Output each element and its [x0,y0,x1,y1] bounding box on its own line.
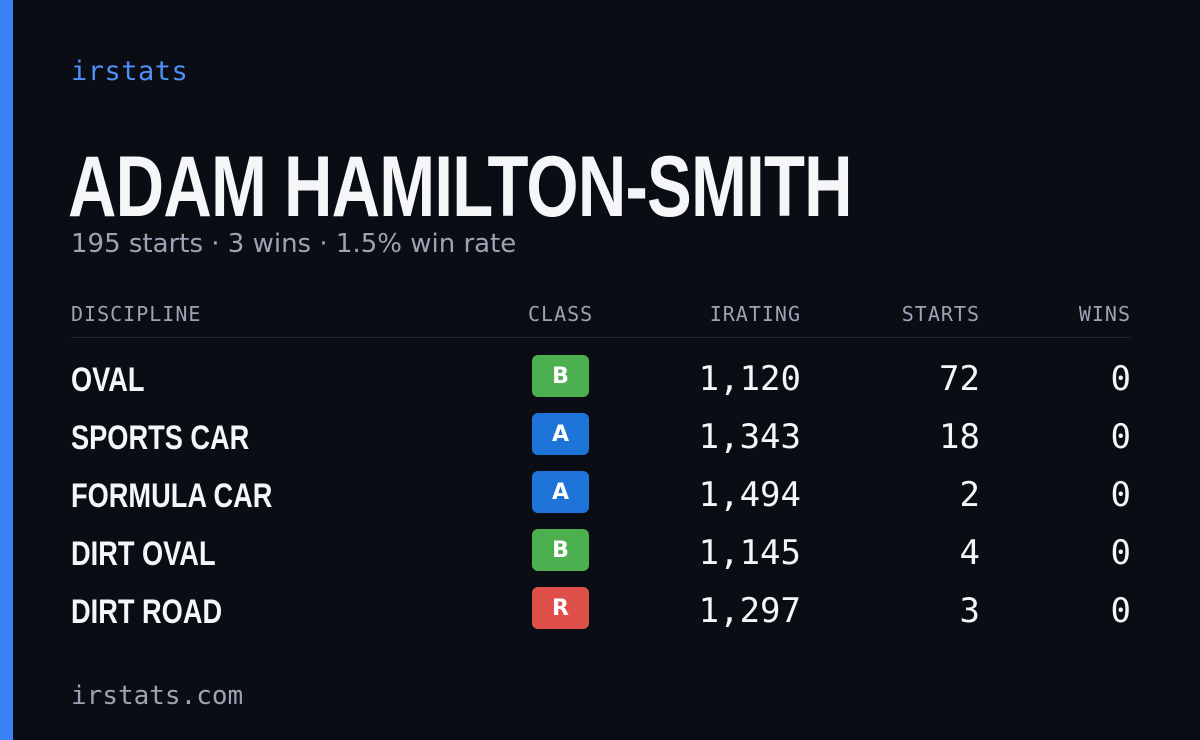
table-row: DIRT OVAL B 1,145 4 0 [71,529,1131,587]
brand-logo[interactable]: irstats [71,56,189,87]
table-row: OVAL B 1,120 72 0 [71,355,1131,413]
header-discipline: DISCIPLINE [71,302,202,326]
irating-value: 1,494 [698,475,801,515]
discipline-label: FORMULA CAR [71,477,273,515]
driver-name: ADAM HAMILTON-SMITH [68,139,853,235]
table-header: DISCIPLINE CLASS IRATING STARTS WINS [71,300,1131,338]
discipline-label: DIRT OVAL [71,535,216,573]
class-badge: B [532,355,589,397]
wins-value: 0 [1110,475,1131,515]
irating-value: 1,343 [698,417,801,457]
header-irating: IRATING [709,302,801,326]
class-badge: A [532,413,589,455]
starts-value: 18 [939,417,980,457]
wins-value: 0 [1110,417,1131,457]
discipline-table: DISCIPLINE CLASS IRATING STARTS WINS OVA… [71,300,1131,645]
wins-value: 0 [1110,533,1131,573]
class-badge: R [532,587,589,629]
table-row: SPORTS CAR A 1,343 18 0 [71,413,1131,471]
irating-value: 1,297 [698,591,801,631]
class-badge: A [532,471,589,513]
starts-value: 4 [959,533,980,573]
table-body: OVAL B 1,120 72 0 SPORTS CAR A 1,343 18 … [71,355,1131,645]
starts-value: 72 [939,359,980,399]
driver-summary: 195 starts · 3 wins · 1.5% win rate [71,229,517,259]
discipline-label: SPORTS CAR [71,419,250,457]
discipline-label: OVAL [71,361,145,399]
table-row: DIRT ROAD R 1,297 3 0 [71,587,1131,645]
accent-bar [0,0,13,740]
footer-domain-link[interactable]: irstats.com [71,681,244,711]
starts-value: 2 [959,475,980,515]
wins-value: 0 [1110,359,1131,399]
wins-value: 0 [1110,591,1131,631]
header-wins: WINS [1078,302,1131,326]
irating-value: 1,120 [698,359,801,399]
irating-value: 1,145 [698,533,801,573]
table-row: FORMULA CAR A 1,494 2 0 [71,471,1131,529]
header-starts: STARTS [901,302,980,326]
discipline-label: DIRT ROAD [71,593,223,631]
class-badge: B [532,529,589,571]
header-class: CLASS [528,302,594,326]
starts-value: 3 [959,591,980,631]
